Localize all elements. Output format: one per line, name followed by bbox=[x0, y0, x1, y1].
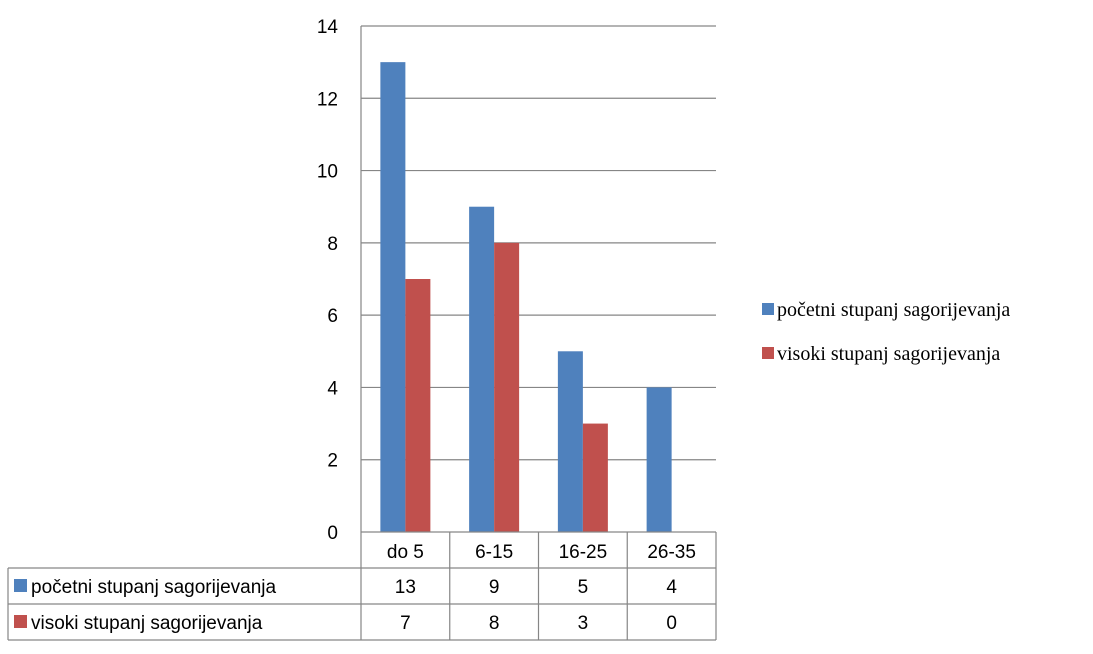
y-tick-label: 2 bbox=[327, 451, 338, 472]
y-tick-label: 8 bbox=[327, 234, 338, 255]
x-category-label: do 5 bbox=[387, 542, 424, 563]
y-tick-label: 0 bbox=[327, 523, 338, 544]
table-value: 7 bbox=[400, 613, 411, 634]
legend-marker bbox=[762, 347, 774, 359]
table-value: 13 bbox=[395, 577, 416, 598]
bar-pocetni-1 bbox=[469, 206, 495, 532]
axes: 0 2 4 6 8 10 12 14 bbox=[317, 17, 362, 544]
bar-visoki-2 bbox=[582, 423, 608, 532]
legend-label: visoki stupanj sagorijevanja bbox=[777, 343, 1000, 365]
table-value: 9 bbox=[489, 577, 500, 598]
bar-pocetni-3 bbox=[646, 387, 672, 532]
y-tick-label: 14 bbox=[317, 17, 339, 38]
legend: početni stupanj sagorijevanja visoki stup… bbox=[762, 299, 1010, 365]
table-series-marker bbox=[14, 579, 27, 592]
bar-visoki-0 bbox=[405, 279, 431, 532]
y-tick-label: 6 bbox=[327, 306, 338, 327]
bar-pocetni-2 bbox=[557, 351, 583, 532]
y-tick-label: 4 bbox=[327, 378, 338, 399]
legend-label: početni stupanj sagorijevanja bbox=[777, 299, 1010, 321]
x-category-label: 26-35 bbox=[647, 542, 696, 563]
table-value: 4 bbox=[666, 577, 677, 598]
table-value: 0 bbox=[666, 613, 677, 634]
y-tick-label: 10 bbox=[317, 162, 338, 183]
bars bbox=[380, 62, 672, 533]
y-tick-label: 12 bbox=[317, 89, 338, 110]
table-series-marker bbox=[14, 615, 27, 628]
legend-marker bbox=[762, 303, 774, 315]
bar-pocetni-0 bbox=[380, 62, 406, 533]
bar-visoki-1 bbox=[494, 242, 520, 532]
table-value: 3 bbox=[578, 613, 589, 634]
data-table: do 5 6-15 16-25 26-35 početni stupanj sagori… bbox=[7, 531, 717, 641]
table-series-label: visoki stupanj sagorijevanja bbox=[31, 613, 263, 634]
table-value: 8 bbox=[489, 613, 500, 634]
table-series-label: početni stupanj sagorijevanja bbox=[31, 577, 276, 598]
x-category-label: 16-25 bbox=[559, 542, 608, 563]
table-value: 5 bbox=[578, 577, 589, 598]
x-category-label: 6-15 bbox=[475, 542, 513, 563]
